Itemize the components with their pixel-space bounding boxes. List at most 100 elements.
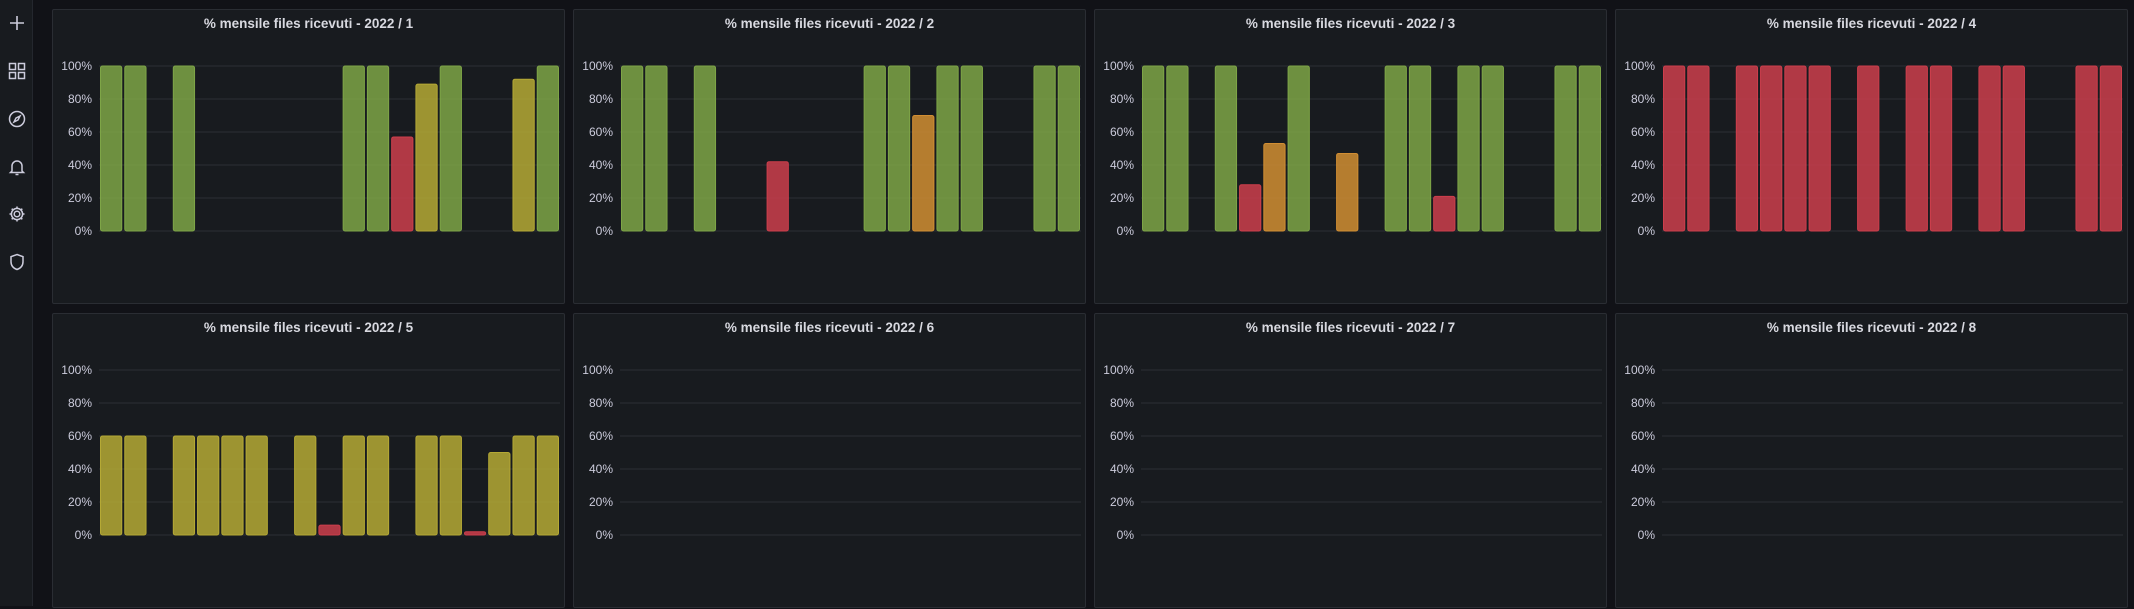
bar[interactable] (1905, 65, 1928, 232)
bar[interactable] (1166, 65, 1189, 232)
bar[interactable] (1336, 152, 1359, 232)
bar[interactable] (172, 65, 196, 232)
bar[interactable] (366, 65, 390, 232)
bar[interactable] (100, 65, 123, 232)
bar[interactable] (693, 65, 717, 232)
panel-title[interactable]: % mensile files ricevuti - 2022 / 6 (724, 320, 935, 335)
bar[interactable] (488, 452, 511, 536)
chart-panel[interactable]: % mensile files ricevuti - 2022 / 7 0% 20%… (1094, 313, 1607, 608)
bar[interactable] (342, 435, 365, 536)
chart-panel[interactable]: % mensile files ricevuti - 2022 / 2 0% 20%… (573, 9, 1086, 304)
bar[interactable] (2099, 65, 2123, 232)
y-tick-label: 80% (68, 92, 92, 106)
bar[interactable] (366, 435, 390, 536)
bar[interactable] (1808, 65, 1831, 232)
bar[interactable] (960, 65, 983, 232)
bar[interactable] (342, 65, 365, 232)
bar[interactable] (415, 435, 438, 536)
bar[interactable] (100, 435, 123, 536)
y-tick-label: 100% (1103, 59, 1134, 73)
chart-panel[interactable]: % mensile files ricevuti - 2022 / 4 0% 20%… (1615, 9, 2128, 304)
bar[interactable] (1735, 65, 1759, 232)
bar[interactable] (1929, 65, 1953, 232)
chart-panel[interactable]: % mensile files ricevuti - 2022 / 5 0% 20%… (52, 313, 565, 608)
bar[interactable] (2002, 65, 2025, 232)
bar[interactable] (318, 524, 341, 536)
panel-title[interactable]: % mensile files ricevuti - 2022 / 5 (203, 320, 414, 335)
panel-title[interactable]: % mensile files ricevuti - 2022 / 2 (724, 16, 935, 31)
bar[interactable] (1263, 143, 1286, 232)
settings-icon[interactable] (0, 199, 33, 229)
panel-title[interactable]: % mensile files ricevuti - 2022 / 7 (1245, 320, 1456, 335)
bar[interactable] (415, 83, 438, 232)
bar[interactable] (1687, 65, 1710, 232)
y-tick-label: 80% (68, 396, 92, 410)
bar[interactable] (645, 65, 668, 232)
bar[interactable] (887, 65, 911, 232)
y-tick-label: 100% (1103, 363, 1134, 377)
bar[interactable] (536, 65, 560, 232)
bar[interactable] (1408, 65, 1432, 232)
bar[interactable] (2075, 65, 2098, 232)
bar[interactable] (439, 435, 462, 536)
y-tick-label: 0% (596, 528, 614, 542)
bar[interactable] (1384, 65, 1407, 232)
explore-icon[interactable] (0, 104, 33, 134)
bar-chart: 0% 20% 40% 60% 80% 100% (1624, 59, 2123, 238)
bar[interactable] (124, 435, 147, 536)
bar[interactable] (124, 65, 147, 232)
bar[interactable] (1663, 65, 1686, 232)
chart-panel[interactable]: % mensile files ricevuti - 2022 / 3 0% 20%… (1094, 9, 1607, 304)
bar[interactable] (1857, 65, 1880, 232)
bar[interactable] (1784, 65, 1807, 232)
bar[interactable] (1554, 65, 1577, 232)
bar-chart: 0% 20% 40% 60% 80% 100% (61, 363, 560, 542)
bar[interactable] (512, 435, 535, 536)
y-tick-label: 20% (68, 495, 92, 509)
bar[interactable] (1481, 65, 1504, 232)
panel-title[interactable]: % mensile files ricevuti - 2022 / 1 (203, 16, 414, 31)
bar[interactable] (621, 65, 644, 232)
y-tick-label: 20% (1110, 495, 1134, 509)
panel-title[interactable]: % mensile files ricevuti - 2022 / 3 (1245, 16, 1456, 31)
bar[interactable] (1760, 65, 1783, 232)
bar[interactable] (294, 435, 317, 536)
bar[interactable] (221, 435, 244, 536)
bar[interactable] (1057, 65, 1081, 232)
add-icon[interactable] (0, 8, 33, 38)
chart-panel[interactable]: % mensile files ricevuti - 2022 / 6 0% 20%… (573, 313, 1086, 608)
bar[interactable] (245, 435, 268, 536)
bar[interactable] (391, 136, 414, 232)
bar[interactable] (1978, 65, 2001, 232)
y-tick-label: 60% (589, 125, 613, 139)
bar[interactable] (766, 161, 789, 232)
bar[interactable] (172, 435, 196, 536)
bar[interactable] (863, 65, 886, 232)
bar[interactable] (1287, 65, 1310, 232)
chart-panel[interactable]: % mensile files ricevuti - 2022 / 8 0% 20%… (1615, 313, 2128, 608)
bar[interactable] (912, 115, 935, 232)
y-tick-label: 60% (589, 429, 613, 443)
bar[interactable] (1239, 184, 1262, 232)
bar[interactable] (1433, 195, 1456, 232)
y-tick-label: 0% (75, 528, 93, 542)
bar[interactable] (536, 435, 560, 536)
bar[interactable] (1578, 65, 1602, 232)
dashboards-icon[interactable] (0, 56, 33, 86)
bar[interactable] (1033, 65, 1056, 232)
bar[interactable] (1457, 65, 1480, 232)
bar[interactable] (1142, 65, 1165, 232)
shield-icon[interactable] (0, 247, 33, 277)
bar[interactable] (512, 78, 535, 232)
bar[interactable] (1214, 65, 1238, 232)
bar[interactable] (936, 65, 959, 232)
bar[interactable] (439, 65, 462, 232)
y-tick-label: 60% (1110, 125, 1134, 139)
y-tick-label: 60% (1631, 125, 1655, 139)
bar[interactable] (197, 435, 220, 536)
panel-title[interactable]: % mensile files ricevuti - 2022 / 8 (1766, 320, 1977, 335)
alerting-icon[interactable] (0, 152, 33, 182)
panel-title[interactable]: % mensile files ricevuti - 2022 / 4 (1766, 16, 1977, 31)
bar[interactable] (463, 531, 487, 536)
chart-panel[interactable]: % mensile files ricevuti - 2022 / 1 0% 20%… (52, 9, 565, 304)
